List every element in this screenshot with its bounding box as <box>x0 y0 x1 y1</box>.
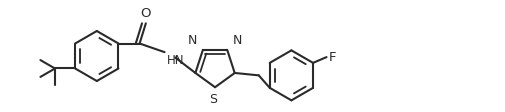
Text: N: N <box>232 34 242 47</box>
Text: O: O <box>140 7 151 20</box>
Text: HN: HN <box>166 54 184 67</box>
Text: F: F <box>328 51 335 64</box>
Text: N: N <box>187 34 197 47</box>
Text: S: S <box>209 93 217 106</box>
